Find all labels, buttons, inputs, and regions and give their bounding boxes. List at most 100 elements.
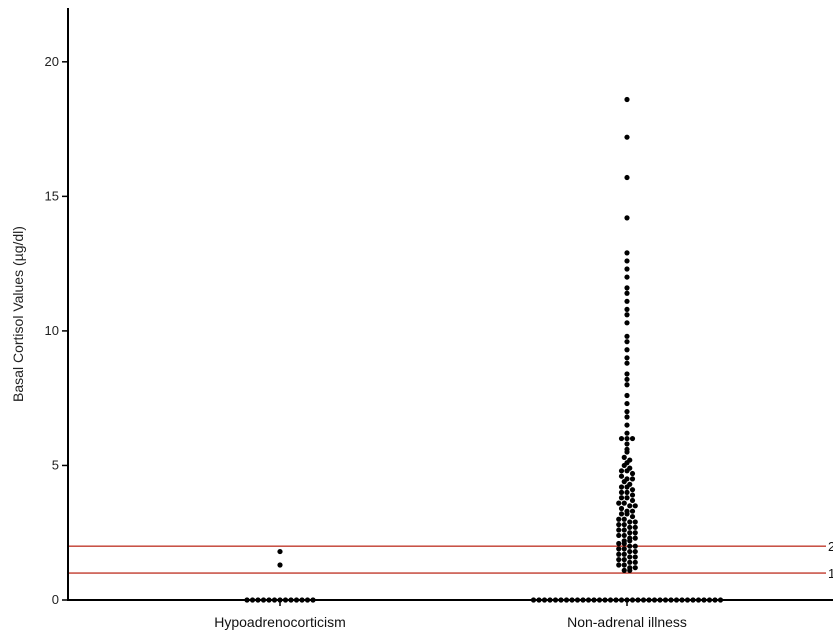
data-point bbox=[624, 298, 630, 304]
data-point bbox=[632, 519, 638, 525]
data-point bbox=[624, 285, 630, 291]
data-point bbox=[624, 511, 630, 517]
data-point bbox=[632, 559, 638, 565]
data-point bbox=[624, 484, 630, 490]
data-point bbox=[624, 468, 630, 474]
data-point bbox=[629, 476, 636, 482]
data-point bbox=[621, 562, 627, 568]
data-point bbox=[618, 473, 625, 479]
data-point bbox=[624, 290, 630, 296]
data-point bbox=[621, 522, 627, 528]
data-point bbox=[627, 503, 633, 509]
data-point bbox=[621, 500, 627, 506]
data-point bbox=[621, 532, 627, 539]
data-point bbox=[624, 382, 630, 388]
data-point bbox=[632, 503, 638, 509]
data-point bbox=[629, 470, 636, 477]
data-point bbox=[627, 548, 633, 555]
data-point bbox=[624, 96, 630, 103]
data-point bbox=[632, 565, 638, 571]
data-point bbox=[624, 435, 630, 442]
data-point bbox=[629, 513, 636, 520]
data-point bbox=[627, 559, 633, 565]
data-point bbox=[632, 530, 638, 536]
data-point bbox=[618, 484, 625, 490]
data-point bbox=[624, 409, 630, 415]
data-point bbox=[621, 546, 627, 552]
data-point bbox=[624, 489, 630, 495]
data-point bbox=[616, 557, 622, 563]
data-point bbox=[624, 215, 630, 221]
data-point bbox=[624, 414, 630, 420]
data-point bbox=[624, 422, 630, 428]
data-point bbox=[624, 339, 630, 345]
data-point bbox=[629, 492, 636, 498]
data-point bbox=[621, 557, 627, 563]
data-point bbox=[632, 548, 638, 555]
data-point bbox=[621, 540, 627, 547]
data-point bbox=[629, 487, 636, 493]
data-point bbox=[621, 462, 627, 469]
data-point bbox=[627, 567, 633, 574]
data-point bbox=[627, 519, 633, 525]
y-ticks: 0 5 10 15 20 bbox=[45, 54, 68, 607]
data-point bbox=[616, 546, 622, 552]
data-point bbox=[621, 527, 627, 533]
data-point bbox=[624, 306, 630, 312]
data-point bbox=[616, 527, 622, 533]
data-point bbox=[621, 567, 627, 574]
x-ticks: Hypoadrenocorticism Non-adrenal illness bbox=[214, 600, 687, 630]
data-point bbox=[632, 524, 638, 530]
data-point bbox=[616, 516, 622, 522]
data-point bbox=[624, 333, 630, 339]
reference-lines: 21 bbox=[68, 539, 833, 581]
data-point bbox=[277, 548, 283, 555]
data-point bbox=[624, 360, 630, 366]
data-point bbox=[632, 554, 638, 560]
data-point bbox=[627, 538, 633, 544]
data-point bbox=[624, 495, 630, 501]
x-category-label: Hypoadrenocorticism bbox=[214, 614, 346, 630]
data-point bbox=[624, 376, 630, 382]
data-point bbox=[616, 540, 622, 547]
data-point bbox=[624, 441, 630, 447]
y-tick-label: 10 bbox=[45, 323, 59, 338]
y-tick-label: 20 bbox=[45, 54, 59, 69]
data-point bbox=[618, 495, 625, 501]
data-point bbox=[624, 392, 630, 399]
y-axis-label: Basal Cortisol Values (µg/dl) bbox=[10, 226, 26, 402]
data-point bbox=[629, 497, 636, 504]
y-tick-label: 15 bbox=[45, 188, 59, 203]
data-point bbox=[624, 371, 630, 377]
data-point bbox=[629, 508, 636, 514]
data-point bbox=[624, 250, 630, 256]
data-point bbox=[616, 522, 622, 528]
data-point bbox=[618, 435, 625, 442]
reference-line-label: 2 bbox=[828, 539, 833, 554]
data-point bbox=[624, 134, 630, 140]
data-point bbox=[624, 174, 630, 181]
data-point bbox=[616, 551, 622, 557]
data-point bbox=[616, 562, 622, 568]
data-point bbox=[618, 489, 625, 495]
data-point bbox=[624, 266, 630, 272]
axes bbox=[67, 8, 833, 601]
data-point bbox=[627, 524, 633, 530]
y-tick-label: 0 bbox=[52, 592, 59, 607]
data-point bbox=[618, 511, 625, 517]
x-category-label: Non-adrenal illness bbox=[567, 614, 687, 630]
data-point bbox=[616, 532, 622, 539]
data-point bbox=[627, 554, 633, 560]
data-point bbox=[627, 530, 633, 536]
data-point bbox=[621, 551, 627, 557]
data-point bbox=[618, 505, 625, 512]
reference-line-label: 1 bbox=[828, 566, 833, 581]
data-point bbox=[624, 347, 630, 353]
data-point bbox=[624, 355, 630, 361]
data-point bbox=[621, 516, 627, 522]
data-point bbox=[621, 479, 627, 485]
data-point bbox=[624, 312, 630, 318]
data-points bbox=[244, 96, 724, 603]
data-point bbox=[624, 258, 630, 264]
